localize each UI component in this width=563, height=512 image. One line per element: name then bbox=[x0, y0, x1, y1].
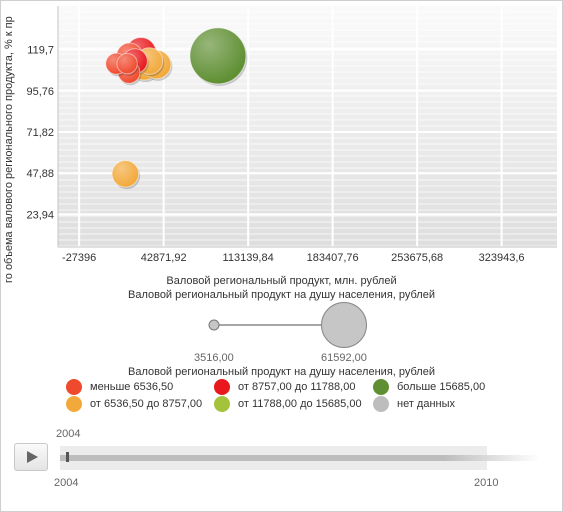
legend-swatch bbox=[66, 379, 82, 395]
legend-swatch bbox=[214, 379, 230, 395]
legend-swatch bbox=[214, 396, 230, 412]
y-tick-label: 23,94 bbox=[26, 209, 54, 221]
y-tick-label: 119,7 bbox=[27, 45, 54, 57]
legend-item-11788-15685[interactable]: от 11788,00 до 15685,00 bbox=[214, 396, 362, 412]
timeline-handle[interactable] bbox=[66, 452, 69, 462]
legend-item-more-15685[interactable]: больше 15685,00 bbox=[373, 379, 485, 395]
size-legend-min-label: 3516,00 bbox=[194, 352, 234, 364]
legend-label: от 6536,50 до 8757,00 bbox=[90, 398, 203, 410]
play-button[interactable] bbox=[14, 443, 48, 471]
x-tick-label: 113139,84 bbox=[223, 252, 274, 264]
play-icon bbox=[27, 451, 38, 463]
color-legend-title: Валовой региональный продукт на душу нас… bbox=[127, 366, 435, 378]
x-tick-label: 42871,92 bbox=[141, 252, 187, 264]
bubble-highlight bbox=[189, 27, 246, 84]
legend-swatch bbox=[373, 379, 389, 395]
legend-swatch bbox=[373, 396, 389, 412]
legend-label: от 11788,00 до 15685,00 bbox=[238, 398, 362, 410]
x-tick-label: 183407,76 bbox=[307, 252, 359, 264]
bubble-highlight bbox=[116, 53, 138, 74]
x-tick-label: 323943,6 bbox=[479, 252, 525, 264]
timeline-current-year: 2004 bbox=[56, 428, 81, 440]
x-tick-label: -27396 bbox=[62, 252, 96, 264]
legend-swatch bbox=[66, 396, 82, 412]
x-axis-title: Валовой региональный продукт, млн. рубле… bbox=[166, 275, 397, 287]
legend-label: нет данных bbox=[397, 398, 456, 410]
legend-label: больше 15685,00 bbox=[397, 381, 486, 393]
legend-item-no-data[interactable]: нет данных bbox=[373, 396, 455, 412]
legend-item-8757-11788[interactable]: от 8757,00 до 11788,00 bbox=[214, 379, 355, 395]
y-tick-label: 47,88 bbox=[26, 168, 54, 180]
legend-label: от 8757,00 до 11788,00 bbox=[238, 381, 356, 393]
legend-item-6536-8757[interactable]: от 6536,50 до 8757,00 bbox=[66, 396, 202, 412]
timeline-bar bbox=[60, 455, 540, 461]
bubble-highlight bbox=[112, 160, 139, 188]
size-legend-min-bubble bbox=[208, 319, 220, 331]
y-tick-label: 95,76 bbox=[26, 86, 54, 98]
size-axis-title: Валовой региональный продукт на душу нас… bbox=[127, 289, 435, 301]
timeline-start-year: 2004 bbox=[54, 477, 79, 489]
legend-item-less-6536[interactable]: меньше 6536,50 bbox=[66, 379, 173, 395]
legend-label: меньше 6536,50 bbox=[90, 381, 174, 393]
size-legend-max-bubble bbox=[321, 302, 367, 348]
x-tick-label: 253675,68 bbox=[391, 252, 443, 264]
timeline-end-year: 2010 bbox=[474, 477, 499, 489]
y-tick-label: 71,82 bbox=[26, 127, 54, 139]
size-legend-max-label: 61592,00 bbox=[321, 352, 367, 364]
